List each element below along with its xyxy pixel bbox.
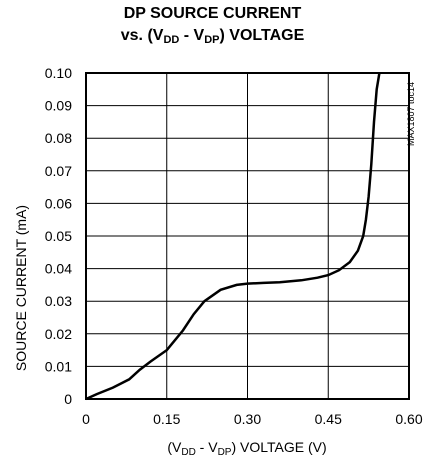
x-tick-label: 0.45 <box>315 411 342 427</box>
x-tick-label: 0.60 <box>395 411 422 427</box>
y-tick-label: 0.01 <box>45 358 72 374</box>
y-tick-label: 0.03 <box>45 293 72 309</box>
y-tick-label: 0.08 <box>45 130 72 146</box>
y-axis-label: SOURCE CURRENT (mA) <box>13 205 29 371</box>
chart-title-line-2: vs. (VDD - VDP) VOLTAGE <box>120 27 305 46</box>
chart-title-line-1: DP SOURCE CURRENT <box>123 5 302 22</box>
y-tick-label: 0.06 <box>45 195 72 211</box>
y-tick-label: 0.10 <box>45 65 72 81</box>
y-tick-label: 0.07 <box>45 163 72 179</box>
tick-labels: 0 0.15 0.30 0.45 0.60 0 0.01 0.02 0.03 0.04 0.05 0.… <box>45 65 423 427</box>
y-tick-label: 0.04 <box>45 261 72 277</box>
x-tick-label: 0 <box>82 411 90 427</box>
x-tick-label: 0.15 <box>153 411 180 427</box>
plot-frame <box>85 72 410 400</box>
series-line <box>85 72 381 401</box>
x-axis-label: (VDD - VDP) VOLTAGE (V) <box>167 439 326 458</box>
x-tick-label: 0.30 <box>234 411 261 427</box>
grid-lines <box>86 73 409 399</box>
y-tick-label: 0.09 <box>45 98 72 114</box>
y-tick-label: 0 <box>64 391 72 407</box>
y-tick-label: 0.02 <box>45 326 72 342</box>
y-tick-label: 0.05 <box>45 228 72 244</box>
part-code-label: MAX1807 toc14 <box>406 82 416 146</box>
